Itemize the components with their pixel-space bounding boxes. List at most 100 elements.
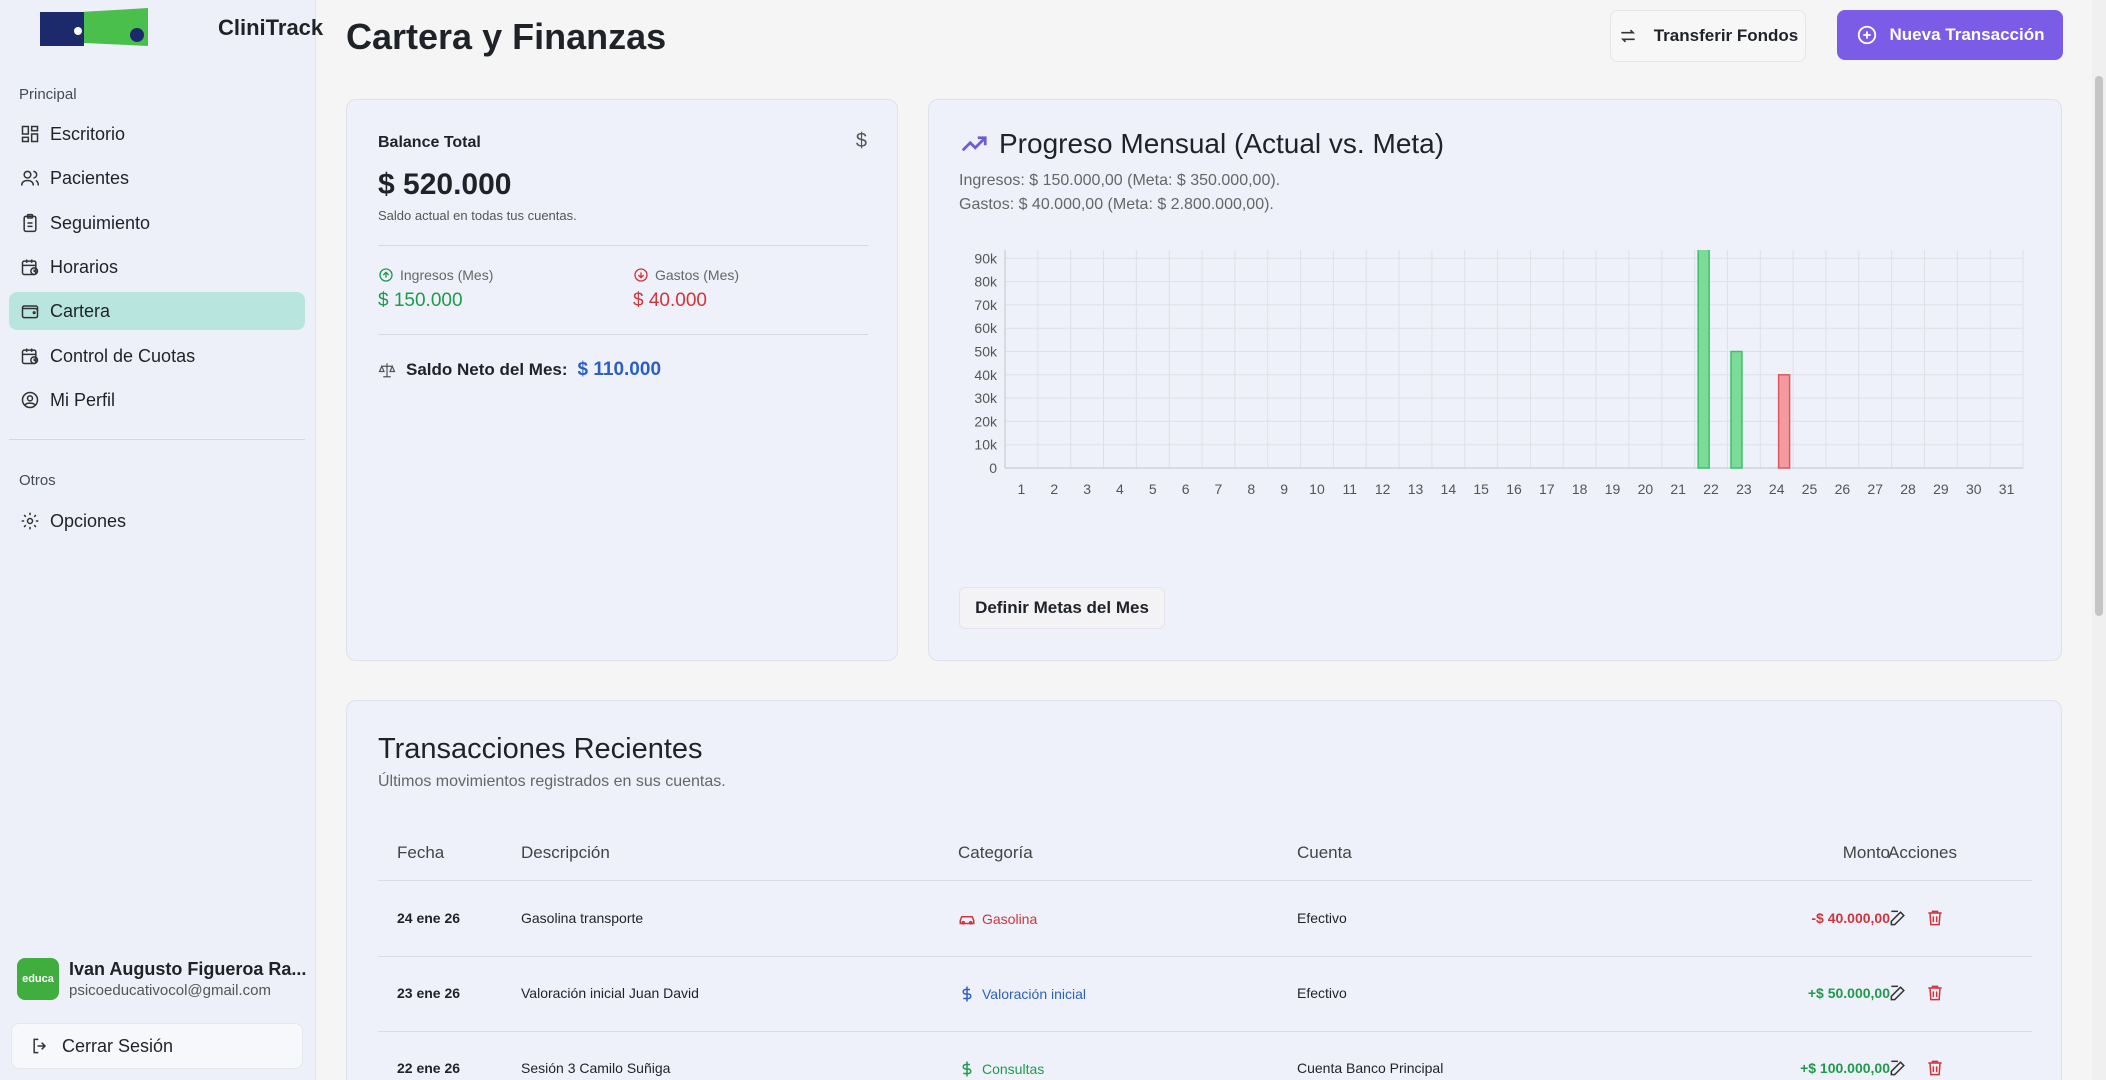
- x-tick-label: 27: [1867, 481, 1883, 497]
- scrollbar-thumb[interactable]: [2095, 76, 2103, 616]
- logout-label: Cerrar Sesión: [62, 1035, 174, 1056]
- trash-icon[interactable]: [1925, 983, 1945, 1008]
- users-icon: [20, 170, 40, 186]
- col-actions: Acciones: [1888, 843, 1957, 862]
- x-tick-label: 6: [1182, 481, 1190, 497]
- divider: [378, 334, 868, 335]
- x-tick-label: 20: [1638, 481, 1654, 497]
- dollar-icon: [962, 1061, 972, 1077]
- row-category: Gasolina: [958, 910, 1037, 928]
- net-label: Saldo Neto del Mes:: [406, 360, 568, 379]
- user-profile[interactable]: educa Ivan Augusto Figueroa Ra... psicoe…: [17, 958, 306, 1000]
- edit-icon[interactable]: [1888, 908, 1908, 933]
- row-amount: -$ 40.000,00: [1811, 910, 1890, 926]
- x-tick-label: 25: [1802, 481, 1818, 497]
- plus-circle-icon: [1857, 25, 1876, 45]
- sidebar-item-pacientes[interactable]: Pacientes: [9, 159, 305, 197]
- monthly-progress-chart: IngresosGastos010k20k30k40k50k60k70k80k9…: [974, 250, 2024, 497]
- col-description[interactable]: Descripción: [521, 843, 610, 862]
- row-amount: +$ 50.000,00: [1807, 985, 1890, 1001]
- avatar: educa: [17, 958, 59, 1000]
- wallet-icon: [21, 305, 39, 319]
- transactions-subtitle: Últimos movimientos registrados en sus c…: [378, 773, 726, 790]
- sidebar-item-horarios[interactable]: Horarios: [9, 248, 305, 286]
- net-value: $ 110.000: [577, 359, 662, 380]
- sidebar-item-control-de-cuotas[interactable]: Control de Cuotas: [9, 337, 305, 375]
- net-balance: Saldo Neto del Mes: $ 110.000: [378, 359, 661, 381]
- y-tick-label: 40k: [974, 367, 998, 383]
- edit-icon[interactable]: [1888, 983, 1908, 1008]
- row-description: Gasolina transporte: [521, 910, 644, 926]
- x-tick-label: 19: [1605, 481, 1621, 497]
- define-goals-button[interactable]: Definir Metas del Mes: [959, 587, 1165, 629]
- y-tick-label: 30k: [974, 390, 998, 406]
- y-tick-label: 90k: [974, 250, 998, 266]
- x-tick-label: 24: [1769, 481, 1785, 497]
- logout-button[interactable]: Cerrar Sesión: [11, 1023, 303, 1069]
- x-tick-label: 1: [1018, 481, 1026, 497]
- new-transaction-label: Nueva Transacción: [1889, 25, 2045, 44]
- row-account: Efectivo: [1297, 985, 1347, 1001]
- table-header: Fecha Descripción Categoría Cuenta Monto…: [378, 831, 2032, 881]
- row-category: Consultas: [958, 1060, 1044, 1078]
- transactions-title: Transacciones Recientes: [378, 733, 703, 765]
- section-label-otros: Otros: [19, 472, 56, 489]
- arrow-up-circle-icon: [379, 268, 393, 282]
- col-amount[interactable]: Monto: [1842, 843, 1890, 862]
- sidebar-item-label: Pacientes: [50, 167, 130, 188]
- calendar-clock-icon: [21, 259, 39, 276]
- edit-icon[interactable]: [1888, 1058, 1908, 1080]
- bar-gastos-24: [1777, 374, 1791, 469]
- dashboard-icon: [21, 125, 39, 143]
- expense-value: $ 40.000: [633, 290, 707, 311]
- gear-icon: [21, 512, 39, 530]
- x-tick-label: 14: [1441, 481, 1457, 497]
- sidebar-item-cartera[interactable]: Cartera: [9, 292, 305, 330]
- x-tick-label: 7: [1215, 481, 1223, 497]
- sidebar-item-opciones[interactable]: Opciones: [9, 502, 305, 540]
- x-tick-label: 23: [1736, 481, 1752, 497]
- brand[interactable]: CliniTrack: [40, 8, 323, 48]
- table-row[interactable]: 24 ene 26 Gasolina transporte Gasolina E…: [378, 882, 2032, 957]
- sidebar-divider: [9, 439, 305, 440]
- trash-icon[interactable]: [1925, 908, 1945, 933]
- x-tick-label: 21: [1670, 481, 1686, 497]
- new-transaction-button[interactable]: Nueva Transacción: [1837, 10, 2063, 60]
- x-tick-label: 11: [1343, 481, 1358, 497]
- x-tick-label: 9: [1280, 481, 1288, 497]
- col-account[interactable]: Cuenta: [1297, 843, 1352, 862]
- sidebar: CliniTrack Principal Escritorio Paciente…: [0, 0, 323, 1080]
- app-name: CliniTrack: [218, 15, 324, 40]
- y-tick-label: 50k: [974, 344, 998, 360]
- sidebar-item-escritorio[interactable]: Escritorio: [9, 115, 305, 153]
- col-category[interactable]: Categoría: [958, 843, 1033, 862]
- table-row[interactable]: 23 ene 26 Valoración inicial Juan David …: [378, 957, 2032, 1032]
- page-scrollbar[interactable]: [2092, 0, 2106, 1080]
- transactions-card: Transacciones Recientes Últimos movimien…: [346, 700, 2062, 1080]
- progress-title: Progreso Mensual (Actual vs. Meta): [959, 128, 1444, 160]
- logout-icon: [33, 1038, 47, 1054]
- sidebar-item-mi-perfil[interactable]: Mi Perfil: [9, 381, 305, 419]
- user-name: Ivan Augusto Figueroa Ra...: [69, 959, 307, 979]
- calendar-clock-icon: [21, 348, 39, 365]
- row-date: 22 ene 26: [397, 1060, 461, 1076]
- app-logo: [40, 8, 148, 48]
- transfer-funds-button[interactable]: Transferir Fondos: [1610, 10, 1806, 62]
- balance-subtitle: Saldo actual en todas tus cuentas.: [378, 208, 577, 223]
- x-tick-label: 8: [1247, 481, 1255, 497]
- table-row[interactable]: 22 ene 26 Sesión 3 Camilo Suñiga Consult…: [378, 1032, 2032, 1080]
- col-date[interactable]: Fecha: [397, 843, 445, 862]
- x-tick-label: 12: [1375, 481, 1391, 497]
- y-tick-label: 20k: [974, 413, 998, 429]
- x-tick-label: 16: [1506, 481, 1522, 497]
- clipboard-icon: [23, 213, 37, 233]
- x-tick-label: 18: [1572, 481, 1588, 497]
- expense-label: Gastos (Mes): [633, 267, 739, 283]
- row-account: Cuenta Banco Principal: [1297, 1060, 1444, 1076]
- trash-icon[interactable]: [1925, 1058, 1945, 1080]
- dollar-icon: $: [855, 130, 867, 152]
- sidebar-item-seguimiento[interactable]: Seguimiento: [9, 204, 305, 242]
- sidebar-item-label: Horarios: [50, 256, 119, 277]
- divider: [378, 245, 868, 246]
- progress-expense-line: Gastos: $ 40.000,00 (Meta: $ 2.800.000,0…: [959, 196, 1274, 213]
